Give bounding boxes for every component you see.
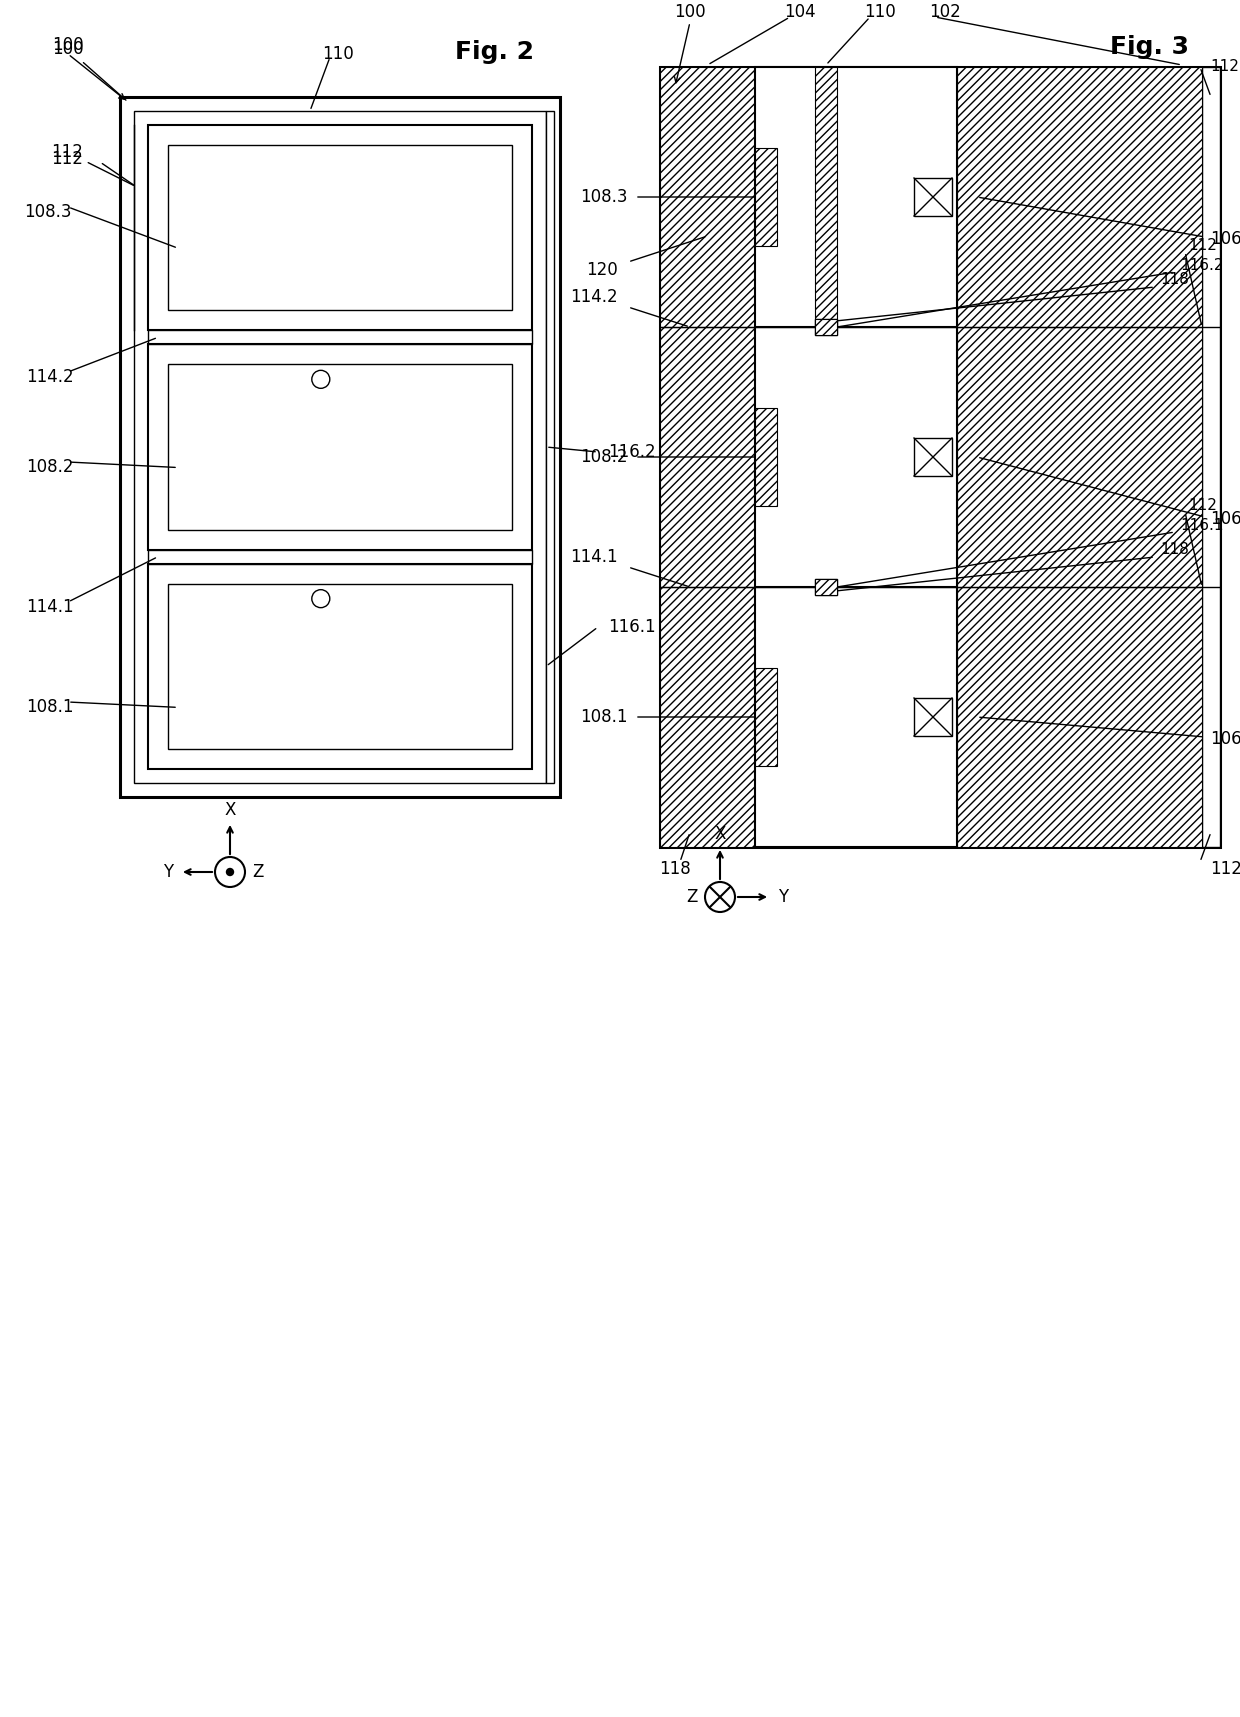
Bar [815,67,837,326]
Text: 110: 110 [322,45,353,64]
Text: 112: 112 [1188,237,1216,252]
Text: 118: 118 [1159,273,1189,287]
Text: 102: 102 [929,3,961,21]
Text: 100: 100 [675,3,706,21]
Text: 108.2: 108.2 [580,448,627,465]
Bar [755,407,777,507]
Text: 114.1: 114.1 [570,548,618,567]
Text: 108.1: 108.1 [26,699,73,716]
Circle shape [227,869,233,876]
Text: 112: 112 [1210,860,1240,877]
Bar [815,319,837,335]
Text: 112: 112 [1210,60,1239,74]
Text: 104: 104 [784,3,816,21]
Bar [120,96,560,797]
Bar [957,67,1202,326]
Bar [1202,67,1220,846]
Text: 106.1: 106.1 [1210,730,1240,749]
Text: 114.1: 114.1 [26,598,74,616]
Bar [755,587,957,846]
Bar [815,579,837,596]
Text: 108.2: 108.2 [26,458,73,476]
Text: 112: 112 [51,143,134,185]
Text: 112: 112 [1188,498,1216,512]
Text: 116.2: 116.2 [608,443,656,460]
Bar [755,148,777,247]
Text: X: X [224,802,236,819]
Bar [148,563,532,769]
Bar [167,364,512,529]
Text: 116.1: 116.1 [1180,517,1224,532]
Text: 118: 118 [660,860,691,877]
Bar [148,330,532,345]
Text: 120: 120 [587,261,618,278]
Text: 108.3: 108.3 [580,187,627,206]
Bar [957,326,1202,587]
Text: 114.2: 114.2 [570,288,618,306]
Text: 108.3: 108.3 [25,203,72,221]
Text: 116.2: 116.2 [1180,258,1224,273]
Text: 110: 110 [864,3,895,21]
Text: 108.1: 108.1 [580,707,627,726]
Text: 112: 112 [51,149,83,168]
Bar [914,179,952,216]
Text: 106.2: 106.2 [1210,510,1240,529]
Bar [167,144,512,311]
Bar [755,668,777,766]
Text: Fig. 3: Fig. 3 [1110,34,1189,58]
Text: X: X [714,824,725,843]
Bar [134,112,546,783]
Bar [755,326,957,587]
Bar [660,326,755,587]
Text: 116.1: 116.1 [608,618,656,635]
Text: 118: 118 [1159,543,1189,558]
Bar [167,584,512,749]
Bar [660,587,755,846]
Bar [148,125,532,330]
Bar [815,579,837,596]
Bar [914,699,952,737]
Text: Z: Z [252,864,263,881]
Text: 114.2: 114.2 [26,367,74,386]
Text: 100: 100 [52,36,84,53]
Bar [660,67,755,326]
Bar [957,587,1202,846]
Bar [815,319,837,335]
Bar [914,438,952,476]
Text: 106.3: 106.3 [1210,230,1240,247]
Bar [148,549,532,563]
Text: 100: 100 [52,39,126,100]
Bar [755,67,957,326]
Text: Fig. 2: Fig. 2 [455,39,534,64]
Text: Z: Z [687,888,698,907]
Bar [148,345,532,549]
Bar [660,67,1220,846]
Text: Y: Y [777,888,789,907]
Text: Y: Y [162,864,174,881]
Bar [546,112,554,783]
